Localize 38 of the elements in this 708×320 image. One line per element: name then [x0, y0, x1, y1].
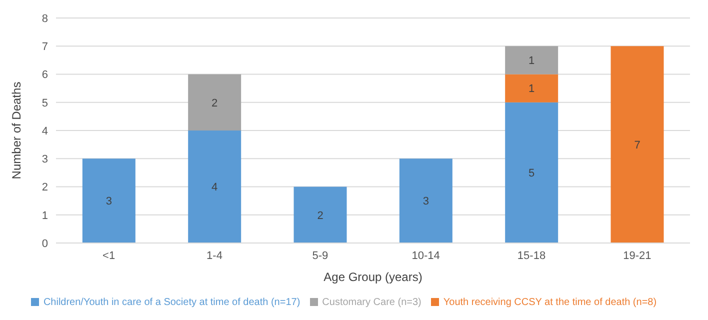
legend-label: Customary Care (n=3): [322, 297, 422, 308]
data-label: 4: [212, 182, 218, 194]
x-tick-label: 5-9: [312, 250, 328, 262]
x-tick-label: <1: [102, 250, 116, 262]
x-tick-label: 10-14: [412, 250, 440, 262]
x-tick-label: 1-4: [206, 250, 222, 262]
y-tick-label: 5: [42, 97, 48, 110]
data-label: 1: [528, 83, 535, 96]
x-axis-title: Age Group (years): [324, 270, 422, 284]
x-tick-label: 19-21: [623, 250, 652, 262]
y-tick-label: 0: [42, 238, 48, 250]
bar: [399, 158, 452, 243]
data-label: 1: [528, 55, 535, 68]
y-axis-title: Number of Deaths: [9, 82, 24, 180]
data-label: 7: [634, 139, 640, 152]
bar: [505, 102, 558, 243]
data-label: 2: [317, 210, 324, 222]
legend-label: Children/Youth in care of a Society at time of death (n=17): [43, 297, 300, 308]
y-tick-label: 4: [42, 125, 48, 138]
y-tick-label: 2: [42, 182, 48, 194]
data-label: 2: [212, 97, 218, 110]
bar: [82, 158, 136, 243]
bar: [505, 74, 558, 102]
data-label: 5: [528, 168, 535, 180]
y-tick-label: 6: [42, 69, 48, 82]
bar: [610, 46, 664, 243]
y-tick-label: 7: [42, 41, 48, 54]
y-tick-label: 1: [42, 210, 48, 222]
data-label: 3: [422, 196, 429, 208]
y-tick-label: 8: [42, 12, 48, 25]
y-tick-label: 3: [42, 154, 48, 166]
bar: [188, 130, 242, 243]
data-label: 3: [106, 196, 112, 208]
bar: [188, 74, 242, 130]
legend-label: Youth receiving CCSY at the time of death (n=8): [443, 297, 657, 308]
bar: [294, 186, 347, 243]
bar: [505, 46, 558, 74]
x-tick-label: 15-18: [517, 250, 546, 262]
